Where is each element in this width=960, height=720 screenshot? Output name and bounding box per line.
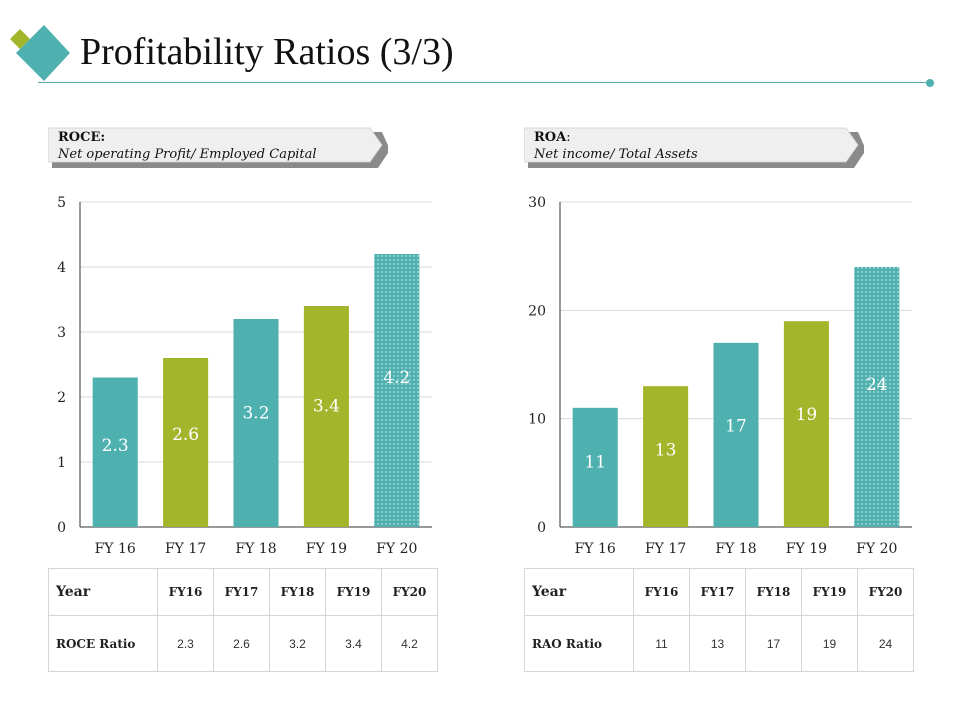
- col-header: FY17: [213, 568, 270, 616]
- x-tick-label: FY 17: [165, 541, 206, 557]
- roa-heading: ROA: [534, 130, 567, 145]
- col-header: FY16: [633, 568, 690, 616]
- bar-data-label: 24: [866, 375, 888, 395]
- roa-chart-svg: 0 10 20 30 11 FY 16 13 FY 17 17 FY 18 19 FY 19 24 FY …: [528, 195, 912, 557]
- bar-fy16: [92, 377, 138, 527]
- table-cell: 3.4: [325, 615, 382, 672]
- y-tick-label: 30: [528, 195, 546, 211]
- bar-fy17: [643, 386, 689, 527]
- y-tick-label: 10: [528, 412, 546, 428]
- y-tick-label: 0: [537, 520, 546, 536]
- x-tick-label: FY 19: [786, 541, 827, 557]
- bar-fy20: [374, 254, 420, 527]
- table-cell: 2.6: [213, 615, 270, 672]
- x-tick-label: FY 18: [235, 541, 276, 557]
- col-header: FY17: [689, 568, 746, 616]
- bar-data-label: 17: [725, 417, 747, 437]
- bar-fy18: [713, 342, 759, 527]
- x-tick-label: FY 16: [575, 541, 616, 557]
- diamond-logo-icon: [10, 25, 70, 81]
- year-header: Year: [48, 568, 158, 616]
- col-header: FY18: [269, 568, 326, 616]
- roa-callout: ROA: Net income/ Total Assets: [524, 126, 864, 170]
- table-cell: 17: [745, 615, 802, 672]
- x-tick-label: FY 20: [856, 541, 897, 557]
- y-tick-label: 0: [57, 520, 66, 536]
- bar-fy19: [303, 306, 349, 527]
- table-row: ROCE Ratio 2.3 2.6 3.2 3.4 4.2: [48, 615, 438, 672]
- roa-formula: Net income/ Total Assets: [534, 147, 698, 162]
- table-cell: 11: [633, 615, 690, 672]
- table-header-row: Year FY16 FY17 FY18 FY19 FY20: [524, 568, 914, 616]
- roa-heading-colon: :: [566, 130, 571, 145]
- y-tick-label: 5: [57, 195, 66, 211]
- col-header: FY19: [801, 568, 858, 616]
- bar-data-label: 19: [796, 405, 818, 425]
- roce-callout: ROCE: Net operating Profit/ Employed Cap…: [48, 126, 388, 170]
- table-cell: 13: [689, 615, 746, 672]
- x-tick-label: FY 20: [376, 541, 417, 557]
- table-cell: 24: [857, 615, 914, 672]
- y-tick-label: 4: [57, 260, 66, 276]
- row-label: RAO Ratio: [524, 615, 634, 672]
- x-tick-label: FY 17: [645, 541, 686, 557]
- y-tick-label: 1: [57, 455, 66, 471]
- col-header: FY18: [745, 568, 802, 616]
- table-header-row: Year FY16 FY17 FY18 FY19 FY20: [48, 568, 438, 616]
- roa-chart: 0 10 20 30 11 FY 16 13 FY 17 17 FY 18 19 FY 19 24 FY …: [520, 190, 920, 564]
- bar-fy19: [783, 321, 829, 527]
- y-tick-label: 2: [57, 390, 66, 406]
- y-tick-label: 20: [528, 303, 546, 319]
- bar-data-label: 11: [584, 452, 606, 472]
- x-tick-label: FY 19: [306, 541, 347, 557]
- roce-chart-svg: 0 1 2 3 4 5 2.3 FY 16 2.6 FY 17 3.2 FY 18 3.4 FY 19 4.…: [57, 195, 432, 557]
- col-header: FY16: [157, 568, 214, 616]
- divider-end-dot: [926, 79, 934, 87]
- bar-data-label: 3.4: [313, 396, 340, 416]
- roce-heading: ROCE:: [58, 130, 106, 145]
- bar-fy20: [854, 267, 900, 527]
- bar-fy17: [163, 358, 209, 527]
- year-header: Year: [524, 568, 634, 616]
- bar-data-label: 3.2: [242, 404, 269, 424]
- row-label: ROCE Ratio: [48, 615, 158, 672]
- bar-data-label: 13: [655, 441, 677, 461]
- x-tick-label: FY 18: [715, 541, 756, 557]
- roa-table: Year FY16 FY17 FY18 FY19 FY20 RAO Ratio …: [524, 568, 914, 672]
- table-cell: 2.3: [157, 615, 214, 672]
- bar-data-label: 2.3: [102, 436, 129, 456]
- col-header: FY19: [325, 568, 382, 616]
- bar-data-label: 2.6: [172, 425, 199, 445]
- roce-table: Year FY16 FY17 FY18 FY19 FY20 ROCE Ratio…: [48, 568, 438, 672]
- roce-formula: Net operating Profit/ Employed Capital: [58, 147, 317, 162]
- bar-fy18: [233, 319, 279, 527]
- title-divider: [38, 82, 930, 83]
- table-row: RAO Ratio 11 13 17 19 24: [524, 615, 914, 672]
- col-header: FY20: [381, 568, 438, 616]
- roce-chart: 0 1 2 3 4 5 2.3 FY 16 2.6 FY 17 3.2 FY 18 3.4 FY 19 4.…: [40, 190, 440, 564]
- bar-data-label: 4.2: [383, 368, 410, 388]
- table-cell: 3.2: [269, 615, 326, 672]
- page-title: Profitability Ratios (3/3): [80, 31, 454, 73]
- y-tick-label: 3: [57, 325, 66, 341]
- table-cell: 4.2: [381, 615, 438, 672]
- x-tick-label: FY 16: [95, 541, 136, 557]
- table-cell: 19: [801, 615, 858, 672]
- col-header: FY20: [857, 568, 914, 616]
- bar-fy16: [572, 407, 618, 527]
